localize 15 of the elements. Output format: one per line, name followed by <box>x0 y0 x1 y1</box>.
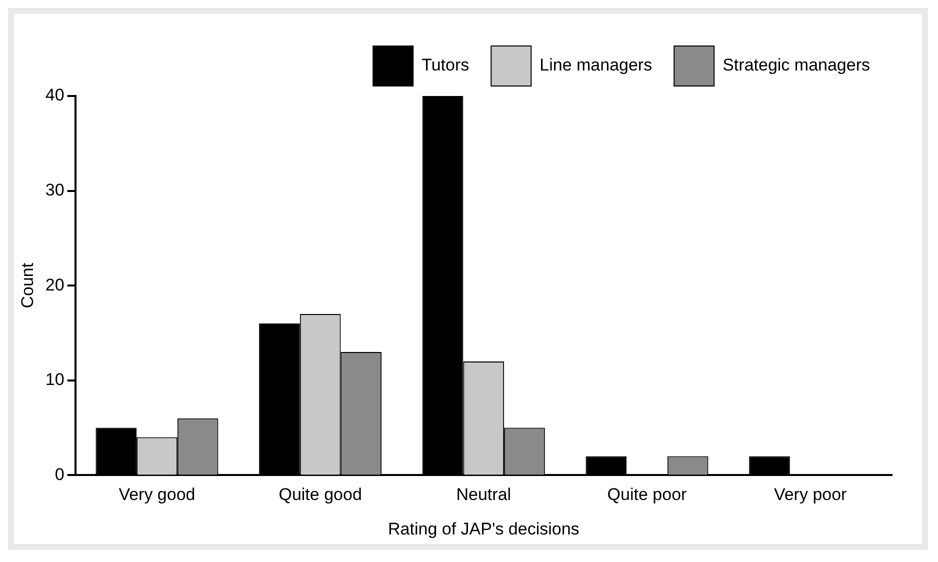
x-tick-label: Very poor <box>774 485 848 504</box>
y-axis-title: Count <box>18 262 37 308</box>
legend-label: Tutors <box>422 56 470 75</box>
y-tick-label: 30 <box>45 180 64 200</box>
x-tick-label: Quite poor <box>607 485 688 504</box>
y-tick-label: 10 <box>45 370 64 390</box>
x-tick-label: Very good <box>118 485 196 504</box>
legend-label: Strategic managers <box>722 56 870 75</box>
y-tick-label: 40 <box>45 86 64 105</box>
x-tick-label: Neutral <box>456 485 512 504</box>
y-tick-label: 20 <box>45 275 64 294</box>
y-tick-label: 0 <box>54 464 64 484</box>
x-tick-label: Quite good <box>278 485 362 504</box>
legend-label: Line managers <box>540 56 652 75</box>
x-axis-title: Rating of JAP's decisions <box>388 519 580 538</box>
